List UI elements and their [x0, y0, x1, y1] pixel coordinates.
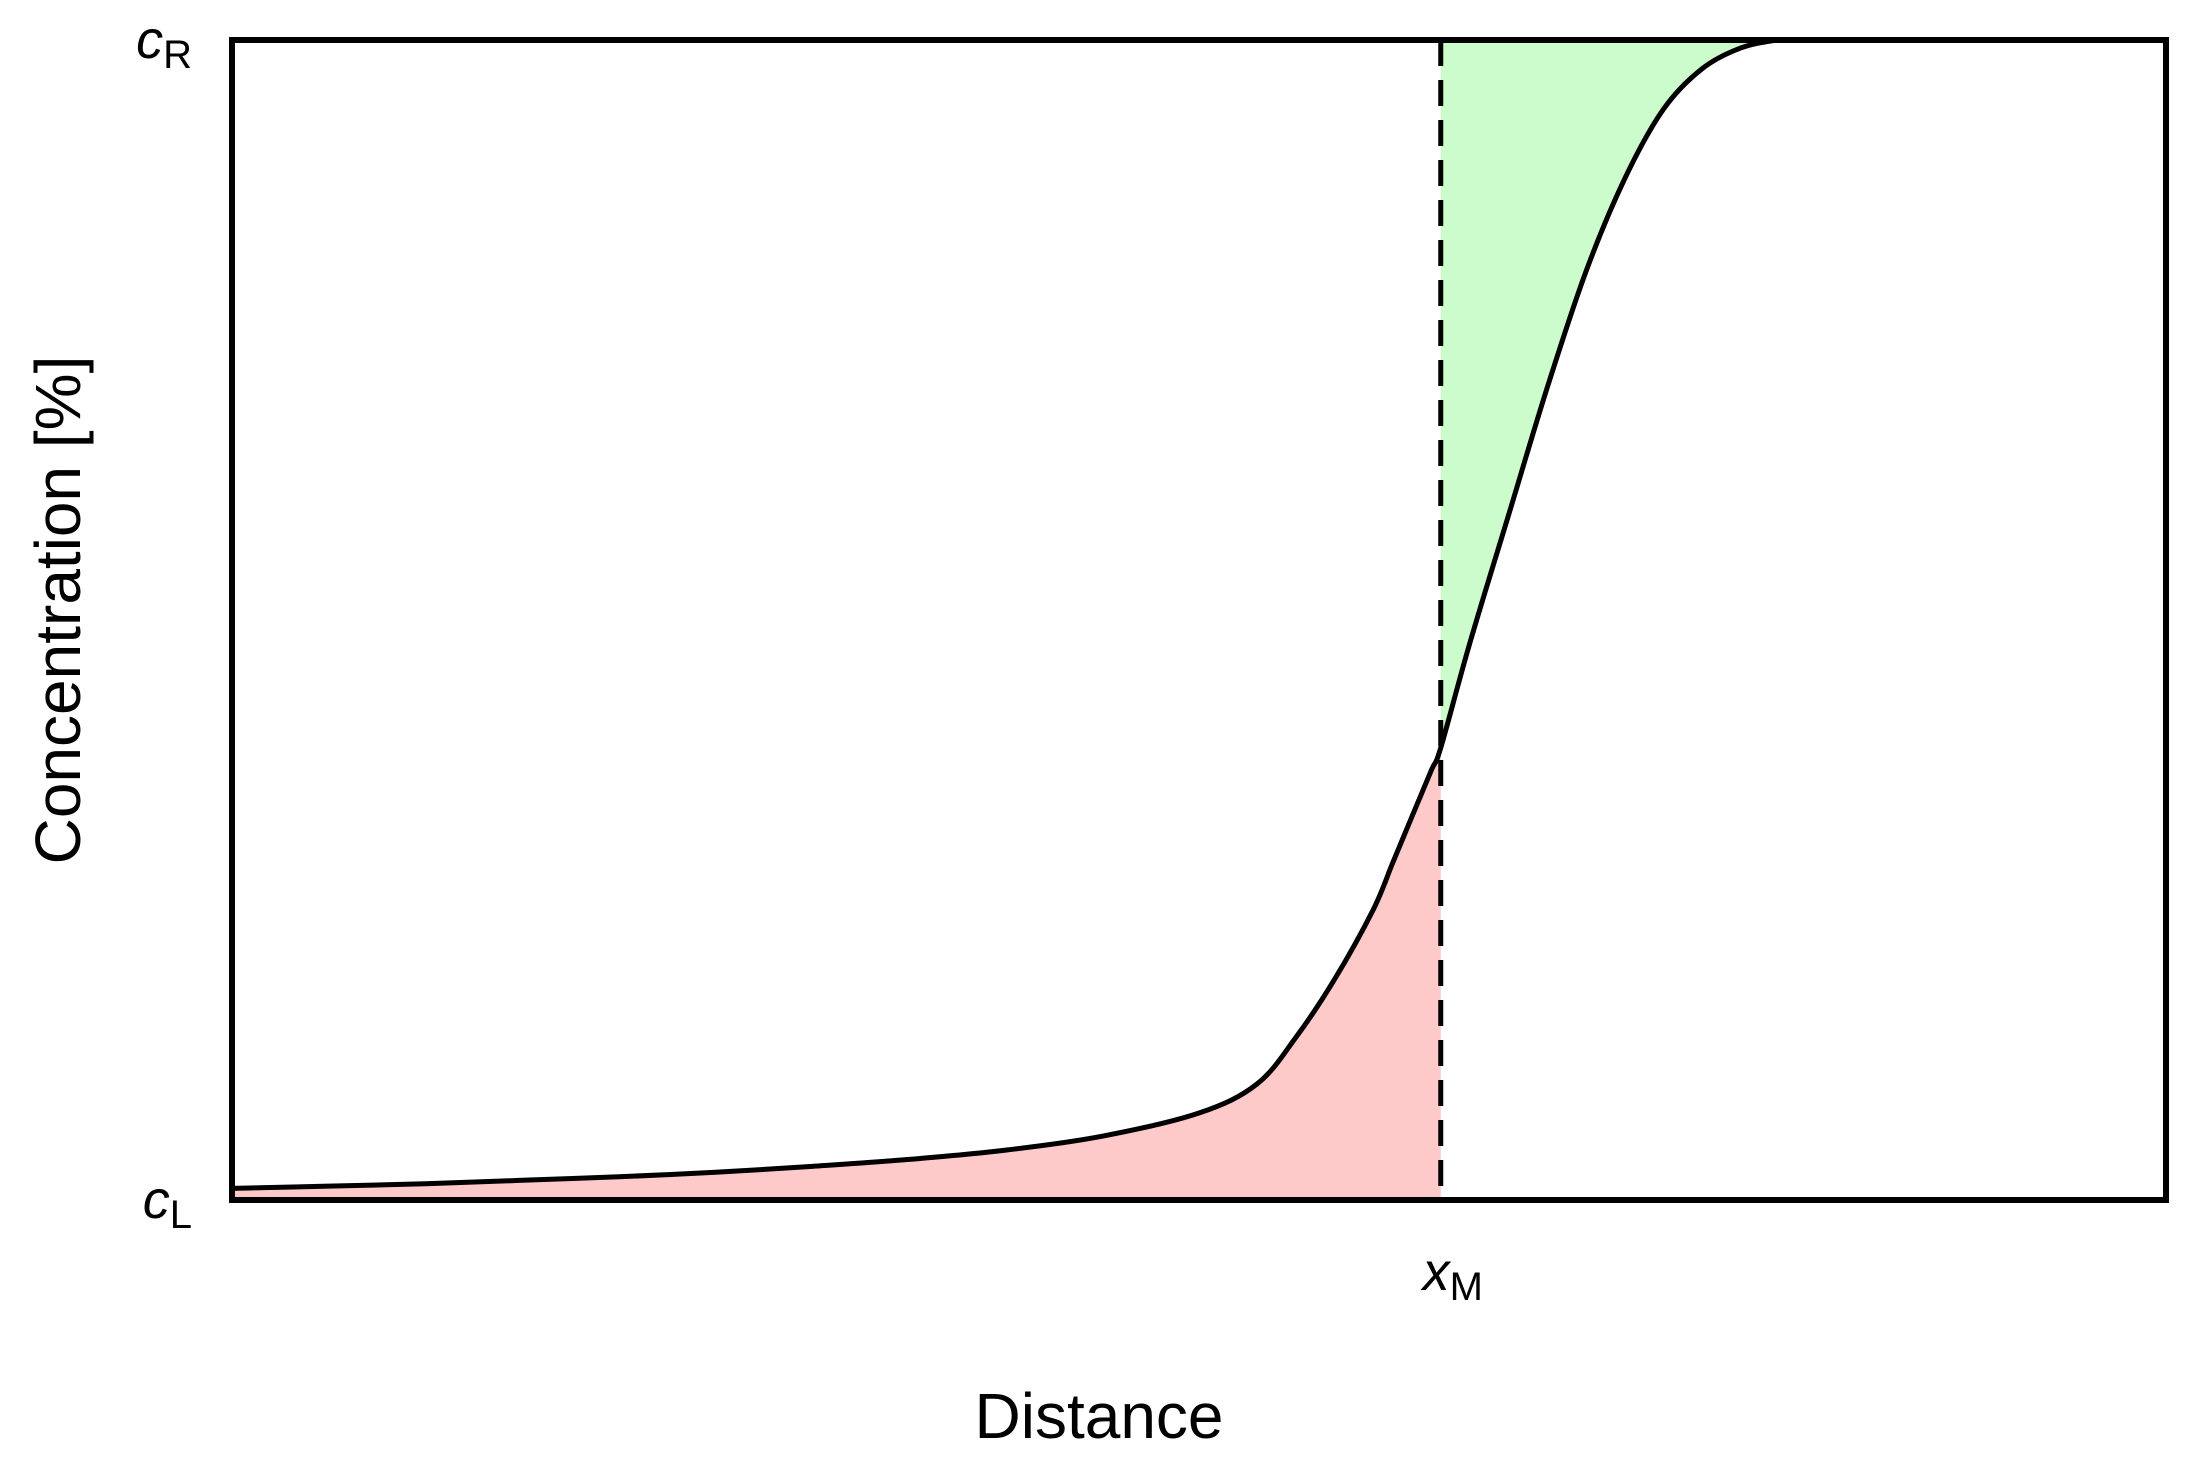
y-tick-label-cL: cL — [143, 1170, 192, 1237]
y-tick-symbol: c — [143, 1170, 170, 1230]
x-tick-subscript: M — [1450, 1265, 1483, 1309]
x-tick-label-xM: xM — [1420, 1242, 1483, 1309]
y-tick-subscript: R — [163, 33, 192, 77]
fill-areas — [232, 40, 1780, 1200]
curve-layer — [231, 36, 2166, 1191]
x-axis-label: Distance — [975, 1380, 1224, 1452]
plot-frame — [229, 37, 2169, 1203]
y-tick-symbol: c — [136, 10, 163, 70]
y-tick-label-cR: cR — [136, 10, 192, 77]
y-axis-label: Concentration [%] — [22, 356, 94, 865]
x-tick-symbol: x — [1420, 1242, 1452, 1302]
right-area — [1440, 40, 1780, 748]
y-tick-subscript: L — [170, 1193, 192, 1237]
concentration-curve — [231, 36, 2166, 1191]
left-area — [232, 747, 1441, 1200]
